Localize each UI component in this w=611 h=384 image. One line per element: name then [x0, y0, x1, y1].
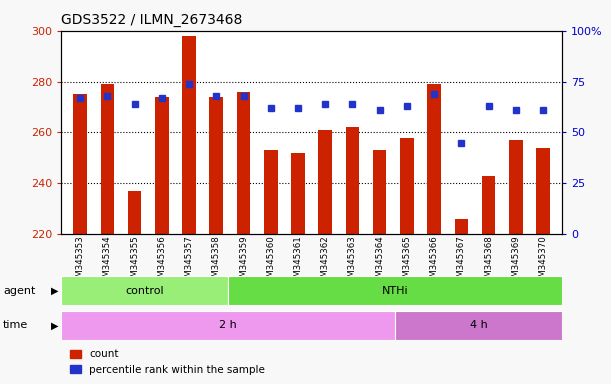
- Text: time: time: [3, 320, 28, 331]
- Bar: [318, 130, 332, 234]
- Text: 2 h: 2 h: [219, 320, 237, 331]
- Text: NTHi: NTHi: [382, 286, 408, 296]
- Bar: [210, 97, 223, 234]
- Bar: [395, 311, 562, 340]
- Text: control: control: [125, 286, 164, 296]
- Bar: [373, 150, 387, 234]
- Text: GDS3522 / ILMN_2673468: GDS3522 / ILMN_2673468: [61, 13, 243, 27]
- Bar: [236, 92, 251, 234]
- Bar: [482, 176, 496, 234]
- Text: ▶: ▶: [51, 286, 58, 296]
- Bar: [427, 84, 441, 234]
- Bar: [128, 191, 141, 234]
- Bar: [61, 311, 395, 340]
- Bar: [73, 94, 87, 234]
- Bar: [346, 127, 359, 234]
- Bar: [400, 137, 414, 234]
- Text: agent: agent: [3, 286, 35, 296]
- Bar: [536, 148, 550, 234]
- Bar: [61, 276, 228, 305]
- Text: ▶: ▶: [51, 320, 58, 331]
- Bar: [264, 150, 277, 234]
- Bar: [455, 219, 468, 234]
- Bar: [182, 36, 196, 234]
- Bar: [101, 84, 114, 234]
- Legend: count, percentile rank within the sample: count, percentile rank within the sample: [67, 345, 269, 379]
- Bar: [509, 140, 522, 234]
- Bar: [155, 97, 169, 234]
- Text: 4 h: 4 h: [470, 320, 488, 331]
- Bar: [228, 276, 562, 305]
- Bar: [291, 153, 305, 234]
